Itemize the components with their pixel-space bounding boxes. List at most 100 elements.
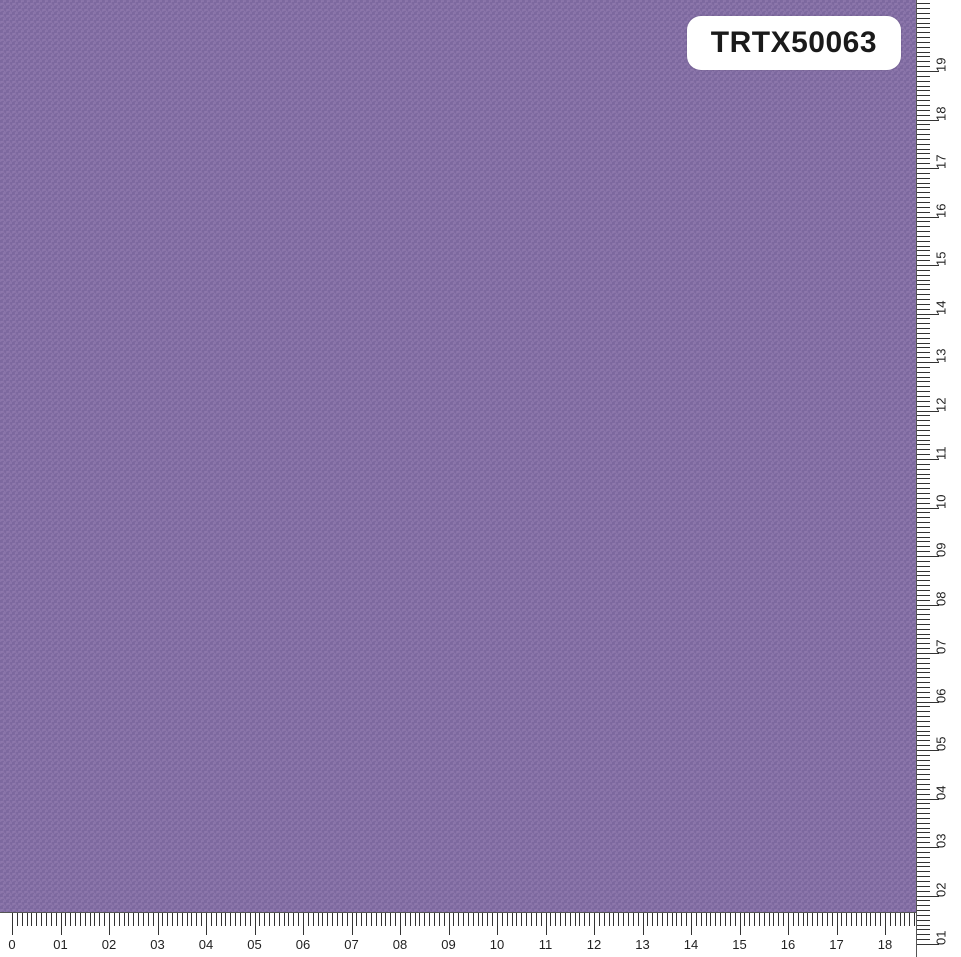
ruler-v-minor-tick: [917, 66, 930, 67]
ruler-h-minor-tick: [90, 913, 91, 926]
ruler-h-minor-tick: [119, 913, 120, 926]
ruler-h-minor-tick: [759, 913, 760, 926]
ruler-h-minor-tick: [914, 913, 915, 926]
ruler-v-minor-tick: [917, 915, 930, 916]
ruler-v-minor-tick: [917, 677, 930, 678]
ruler-v-minor-tick: [917, 27, 930, 28]
ruler-vertical: 01020304050607080910111213141516171819: [916, 0, 961, 957]
ruler-v-label: 08: [934, 591, 949, 605]
ruler-v-minor-tick: [917, 745, 930, 746]
ruler-h-minor-tick: [492, 913, 493, 926]
ruler-h-minor-tick: [730, 913, 731, 926]
ruler-h-minor-tick: [191, 913, 192, 926]
ruler-h-minor-tick: [468, 913, 469, 926]
ruler-h-minor-tick: [361, 913, 362, 926]
ruler-v-minor-tick: [917, 32, 930, 33]
ruler-h-minor-tick: [861, 913, 862, 926]
ruler-h-minor-tick: [366, 913, 367, 926]
ruler-h-major-tick: [594, 913, 595, 935]
ruler-v-minor-tick: [917, 789, 930, 790]
ruler-h-minor-tick: [618, 913, 619, 926]
ruler-h-minor-tick: [895, 913, 896, 926]
ruler-v-minor-tick: [917, 648, 930, 649]
ruler-h-minor-tick: [851, 913, 852, 926]
ruler-h-minor-tick: [196, 913, 197, 926]
ruler-h-minor-tick: [405, 913, 406, 926]
ruler-v-minor-tick: [917, 585, 930, 586]
ruler-h-minor-tick: [51, 913, 52, 926]
ruler-v-minor-tick: [917, 144, 930, 145]
ruler-h-minor-tick: [211, 913, 212, 926]
ruler-v-minor-tick: [917, 444, 930, 445]
ruler-v-minor-tick: [917, 900, 930, 901]
ruler-h-minor-tick: [104, 913, 105, 926]
ruler-h-minor-tick: [482, 913, 483, 926]
ruler-h-minor-tick: [56, 913, 57, 926]
ruler-h-minor-tick: [681, 913, 682, 926]
ruler-v-minor-tick: [917, 90, 930, 91]
ruler-v-minor-tick: [917, 270, 930, 271]
ruler-v-minor-tick: [917, 595, 930, 596]
ruler-h-minor-tick: [240, 913, 241, 926]
ruler-h-minor-tick: [187, 913, 188, 926]
ruler-v-minor-tick: [917, 483, 930, 484]
ruler-h-minor-tick: [36, 913, 37, 926]
ruler-v-minor-tick: [917, 532, 930, 533]
ruler-v-minor-tick: [917, 323, 930, 324]
ruler-v-minor-tick: [917, 803, 930, 804]
ruler-h-label: 16: [781, 937, 795, 952]
ruler-v-minor-tick: [917, 226, 930, 227]
ruler-h-label: 10: [490, 937, 504, 952]
ruler-h-minor-tick: [99, 913, 100, 926]
ruler-v-minor-tick: [917, 61, 930, 62]
ruler-h-minor-tick: [652, 913, 653, 926]
ruler-v-label: 14: [934, 300, 949, 314]
ruler-v-minor-tick: [917, 784, 930, 785]
ruler-v-minor-tick: [917, 905, 930, 906]
ruler-v-label: 04: [934, 785, 949, 799]
ruler-h-minor-tick: [381, 913, 382, 926]
ruler-h-label: 11: [539, 937, 553, 952]
ruler-h-minor-tick: [148, 913, 149, 926]
ruler-h-minor-tick: [376, 913, 377, 926]
ruler-h-minor-tick: [812, 913, 813, 926]
ruler-h-minor-tick: [385, 913, 386, 926]
ruler-h-major-tick: [497, 913, 498, 935]
ruler-v-label: 13: [934, 349, 949, 363]
ruler-h-minor-tick: [803, 913, 804, 926]
ruler-h-minor-tick: [604, 913, 605, 926]
ruler-h-minor-tick: [676, 913, 677, 926]
ruler-h-minor-tick: [909, 913, 910, 926]
ruler-h-minor-tick: [225, 913, 226, 926]
ruler-v-minor-tick: [917, 512, 930, 513]
ruler-v-minor-tick: [917, 347, 930, 348]
ruler-v-minor-tick: [917, 391, 930, 392]
ruler-h-minor-tick: [657, 913, 658, 926]
ruler-h-minor-tick: [269, 913, 270, 926]
ruler-h-minor-tick: [866, 913, 867, 926]
ruler-v-minor-tick: [917, 551, 930, 552]
ruler-h-minor-tick: [507, 913, 508, 926]
ruler-h-minor-tick: [589, 913, 590, 926]
ruler-h-label: 03: [150, 937, 164, 952]
ruler-h-label: 15: [732, 937, 746, 952]
ruler-h-minor-tick: [235, 913, 236, 926]
ruler-v-minor-tick: [917, 643, 930, 644]
ruler-h-minor-tick: [41, 913, 42, 926]
ruler-v-label: 02: [934, 882, 949, 896]
ruler-h-minor-tick: [807, 913, 808, 926]
ruler-v-minor-tick: [917, 774, 930, 775]
ruler-horizontal: 0010203040506070809101112131415161718: [0, 912, 961, 957]
ruler-v-minor-tick: [917, 920, 930, 921]
fabric-swatch: [0, 0, 916, 912]
ruler-h-minor-tick: [623, 913, 624, 926]
ruler-v-minor-tick: [917, 571, 930, 572]
ruler-h-minor-tick: [526, 913, 527, 926]
ruler-h-minor-tick: [575, 913, 576, 926]
swatch-weave-layer: [0, 0, 916, 912]
ruler-v-minor-tick: [917, 367, 930, 368]
ruler-v-minor-tick: [917, 498, 930, 499]
ruler-v-minor-tick: [917, 173, 930, 174]
ruler-h-minor-tick: [701, 913, 702, 926]
ruler-v-minor-tick: [917, 823, 930, 824]
